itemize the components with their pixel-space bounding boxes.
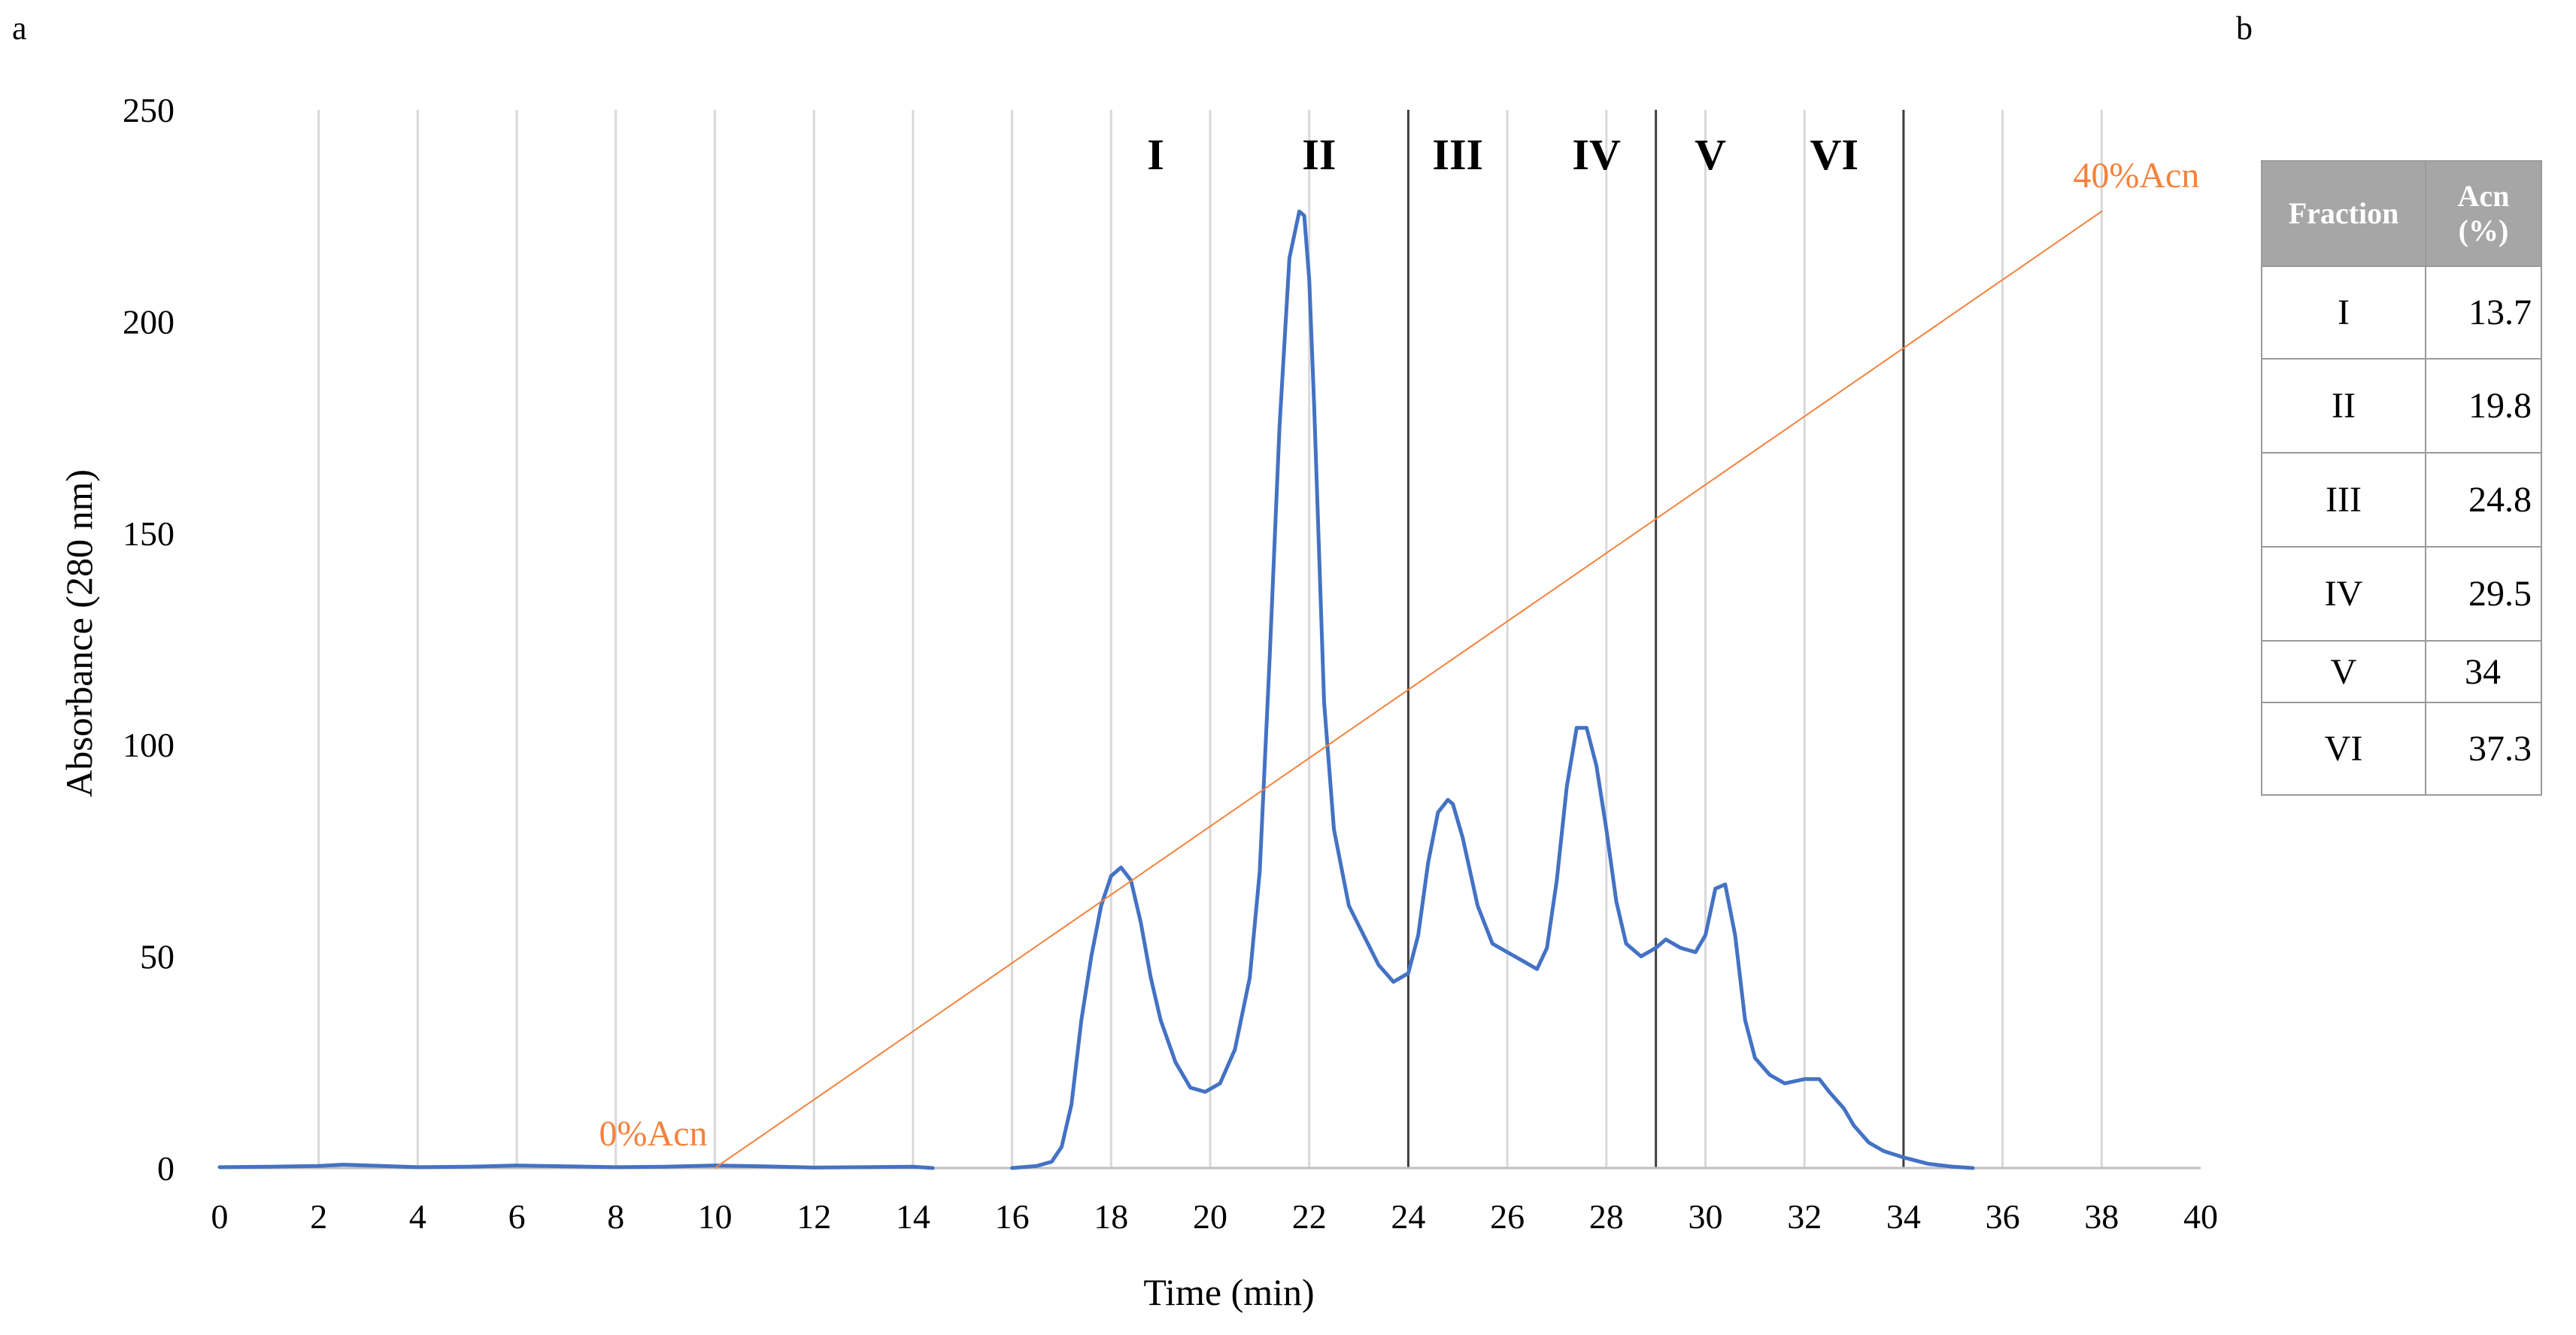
fraction-label: II <box>1302 130 1336 179</box>
x-tick-label: 16 <box>995 1197 1030 1236</box>
x-tick-label: 2 <box>310 1197 327 1236</box>
y-tick-label: 250 <box>123 91 174 129</box>
panel-label-b: b <box>2236 10 2253 47</box>
acn-value-cell: 37.3 <box>2425 702 2542 796</box>
fraction-cell: I <box>2261 265 2426 360</box>
fraction-cell: II <box>2261 358 2426 454</box>
fraction-label: I <box>1147 130 1164 179</box>
x-tick-label: 28 <box>1589 1197 1624 1236</box>
x-tick-label: 32 <box>1787 1197 1822 1236</box>
column-header-fraction: Fraction <box>2261 160 2426 267</box>
x-tick-label: 38 <box>2084 1197 2119 1236</box>
x-tick-label: 12 <box>796 1197 831 1236</box>
gradient-annotations: 0%Acn 40%Acn <box>599 156 2200 1154</box>
y-tick-labels: 0 50 100 150 200 250 <box>123 91 174 1188</box>
x-tick-label: 34 <box>1886 1197 1921 1236</box>
x-tick-label: 26 <box>1490 1197 1525 1236</box>
fraction-labels: I II III IV V VI <box>1147 130 1858 179</box>
gradient-annotation: 0%Acn <box>599 1114 708 1154</box>
acn-value-cell: 13.7 <box>2425 265 2542 360</box>
table-row: V 34 <box>2261 640 2542 703</box>
fraction-cell: VI <box>2261 702 2426 796</box>
fraction-label: III <box>1432 130 1483 179</box>
data-series <box>217 209 2103 1170</box>
x-tick-label: 0 <box>211 1197 229 1236</box>
y-tick-label: 100 <box>123 726 174 764</box>
fraction-cell: III <box>2261 452 2426 548</box>
grid-lines <box>317 110 2103 1168</box>
acn-value-cell: 29.5 <box>2425 546 2542 642</box>
x-tick-label: 14 <box>896 1197 930 1236</box>
gradient-annotation: 40%Acn <box>2073 156 2199 196</box>
x-tick-label: 40 <box>2183 1197 2218 1236</box>
x-tick-label: 20 <box>1193 1197 1227 1236</box>
fraction-cell: IV <box>2261 546 2426 642</box>
x-tick-label: 30 <box>1689 1197 1723 1236</box>
x-tick-labels: 0 2 4 6 8 10 12 14 16 18 20 22 24 26 28 30 32 34 36 38 40 <box>211 1197 2219 1236</box>
table-row: I 13.7 <box>2261 265 2542 360</box>
acn-fraction-table: Fraction Acn (%) I 13.7 II 19.8 III 24.8… <box>2261 160 2542 796</box>
acn-value-cell: 34 <box>2425 640 2542 703</box>
acn-value-cell: 19.8 <box>2425 358 2542 454</box>
y-tick-label: 200 <box>123 302 174 341</box>
fraction-cell: V <box>2261 640 2426 703</box>
y-tick-label: 50 <box>140 938 174 976</box>
table-row: III 24.8 <box>2261 452 2542 548</box>
column-header-acn: Acn (%) <box>2425 160 2542 267</box>
table-header-row: Fraction Acn (%) <box>2261 160 2542 267</box>
y-tick-label: 0 <box>157 1149 174 1188</box>
absorbance-trace-1 <box>1010 209 1975 1170</box>
x-tick-label: 4 <box>409 1197 426 1236</box>
table-row: II 19.8 <box>2261 358 2542 454</box>
table-row: IV 29.5 <box>2261 546 2542 642</box>
fraction-label: IV <box>1572 130 1621 179</box>
fraction-label: V <box>1695 130 1726 179</box>
fraction-label: VI <box>1810 130 1858 179</box>
y-axis-title: Absorbance (280 nm) <box>58 469 100 797</box>
x-tick-label: 6 <box>508 1197 526 1236</box>
x-tick-label: 8 <box>607 1197 624 1236</box>
gradient-line <box>714 211 2103 1169</box>
x-tick-label: 10 <box>698 1197 733 1236</box>
x-tick-label: 36 <box>1986 1197 2020 1236</box>
x-tick-label: 18 <box>1094 1197 1128 1236</box>
acn-value-cell: 24.8 <box>2425 452 2542 548</box>
panel-label-a: a <box>12 10 27 47</box>
fraction-boundaries <box>1406 110 1905 1168</box>
table-row: VI 37.3 <box>2261 702 2542 796</box>
x-tick-label: 22 <box>1292 1197 1327 1236</box>
absorbance-trace-0 <box>217 1163 935 1170</box>
x-axis-title: Time (min) <box>1143 1271 1314 1313</box>
x-tick-label: 24 <box>1391 1197 1425 1236</box>
acn-table-panel: Fraction Acn (%) I 13.7 II 19.8 III 24.8… <box>2261 160 2542 796</box>
y-tick-label: 150 <box>123 514 174 553</box>
